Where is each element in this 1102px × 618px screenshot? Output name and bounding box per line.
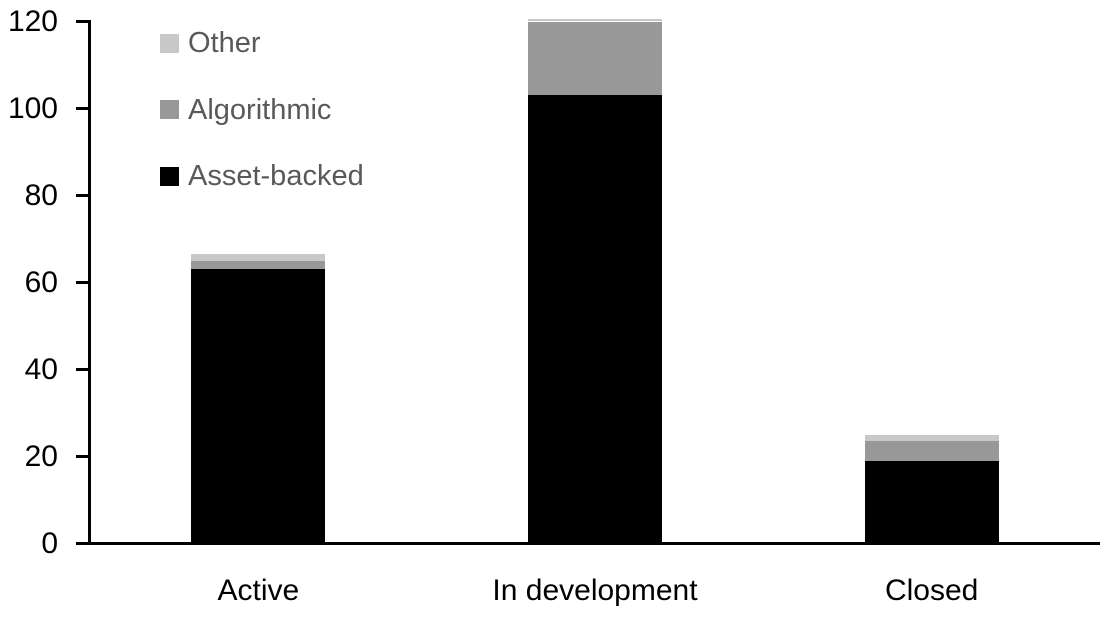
y-tick-label: 40: [24, 352, 58, 386]
y-tick-label: 60: [24, 265, 58, 299]
y-tick-label: 120: [7, 4, 58, 38]
bar-segment-other-in-development: [528, 19, 662, 22]
y-tick-mark: [76, 368, 90, 371]
bar-segment-asset-backed-closed: [864, 460, 999, 544]
y-tick-mark: [76, 455, 90, 458]
x-axis-line: [88, 542, 1100, 545]
y-tick-mark: [76, 281, 90, 284]
legend-item-asset-backed: Asset-backed: [160, 161, 364, 191]
legend-swatch-asset-backed-icon: [160, 166, 179, 186]
y-tick-label: 20: [24, 439, 58, 473]
y-tick-mark: [76, 20, 90, 23]
legend-swatch-other-icon: [160, 33, 179, 53]
legend-item-other: Other: [160, 28, 261, 58]
bar-segment-algorithmic-active: [191, 260, 326, 270]
legend-item-algorithmic: Algorithmic: [160, 95, 331, 125]
bar-segment-algorithmic-in-development: [528, 21, 662, 96]
y-tick-label: 100: [7, 91, 58, 125]
y-tick-label: 80: [24, 178, 58, 212]
bar-segment-other-active: [191, 254, 326, 261]
legend-swatch-algorithmic-icon: [160, 100, 179, 119]
legend-label: Other: [188, 27, 261, 59]
y-tick-mark: [76, 107, 90, 110]
legend-label: Asset-backed: [188, 160, 364, 192]
x-category-label: Active: [217, 574, 300, 607]
y-axis-line: [88, 20, 91, 545]
bar-segment-asset-backed-in-development: [528, 95, 662, 544]
y-tick-label: 0: [41, 526, 58, 560]
bar-segment-other-closed: [864, 434, 999, 442]
x-category-label: Closed: [884, 574, 979, 607]
y-tick-mark: [76, 194, 90, 197]
x-category-label: In development: [492, 574, 698, 607]
legend-label: Algorithmic: [188, 93, 332, 126]
bar-segment-algorithmic-closed: [864, 441, 999, 461]
y-tick-mark: [76, 542, 90, 545]
bar-segment-asset-backed-active: [191, 269, 326, 544]
